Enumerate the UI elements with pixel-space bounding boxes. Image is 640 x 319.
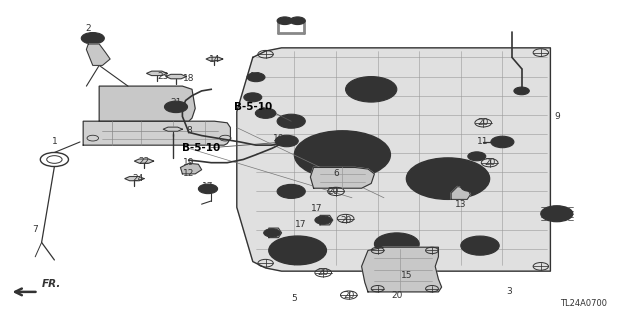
Text: 20: 20 — [391, 291, 403, 300]
Text: 17: 17 — [202, 182, 214, 191]
Text: 17: 17 — [311, 204, 323, 213]
Text: 20: 20 — [477, 118, 489, 127]
Text: 20: 20 — [327, 187, 339, 196]
Circle shape — [294, 131, 390, 179]
Polygon shape — [206, 57, 223, 61]
Text: 7: 7 — [33, 225, 38, 234]
Text: 16: 16 — [250, 72, 262, 81]
Circle shape — [278, 241, 317, 260]
Circle shape — [269, 236, 326, 265]
Text: 1: 1 — [52, 137, 57, 146]
Polygon shape — [451, 187, 470, 199]
Text: 12: 12 — [183, 169, 195, 178]
Circle shape — [277, 114, 305, 128]
Text: 16: 16 — [471, 152, 483, 161]
Text: B-5-10: B-5-10 — [182, 143, 221, 153]
Text: TL24A0700: TL24A0700 — [560, 299, 607, 308]
Circle shape — [461, 182, 480, 191]
Text: 14: 14 — [209, 55, 220, 63]
Text: 17: 17 — [295, 220, 307, 229]
Text: 20: 20 — [484, 158, 495, 167]
Circle shape — [514, 87, 529, 95]
Circle shape — [322, 145, 363, 165]
Circle shape — [247, 73, 265, 82]
Text: 23: 23 — [157, 72, 169, 81]
Circle shape — [198, 184, 218, 194]
Circle shape — [468, 152, 486, 161]
Circle shape — [468, 168, 486, 177]
Circle shape — [419, 164, 477, 193]
Text: 25: 25 — [260, 109, 271, 118]
Polygon shape — [166, 74, 186, 79]
Text: FR.: FR. — [42, 279, 61, 289]
Circle shape — [244, 93, 262, 102]
Polygon shape — [180, 163, 202, 174]
Text: 16: 16 — [247, 93, 259, 102]
Text: 22: 22 — [138, 157, 150, 166]
Circle shape — [461, 236, 499, 255]
Polygon shape — [125, 177, 144, 181]
Polygon shape — [310, 167, 374, 188]
Text: 20: 20 — [343, 291, 355, 300]
Circle shape — [288, 246, 307, 255]
Text: 10: 10 — [273, 134, 284, 143]
Text: 24: 24 — [132, 174, 143, 183]
Circle shape — [406, 158, 490, 199]
Text: 20: 20 — [340, 216, 351, 225]
Text: 18: 18 — [183, 74, 195, 83]
Circle shape — [346, 77, 397, 102]
Polygon shape — [99, 86, 195, 121]
Polygon shape — [147, 71, 167, 76]
Circle shape — [315, 216, 332, 224]
Circle shape — [307, 137, 378, 172]
Polygon shape — [320, 215, 333, 225]
Text: 15: 15 — [401, 271, 412, 280]
Circle shape — [432, 171, 464, 187]
Polygon shape — [86, 44, 110, 65]
Text: 2: 2 — [86, 24, 91, 33]
Polygon shape — [83, 121, 230, 145]
Circle shape — [541, 206, 573, 222]
Text: 5: 5 — [292, 294, 297, 303]
Text: 21: 21 — [170, 98, 182, 107]
Polygon shape — [269, 228, 282, 238]
Text: 6: 6 — [333, 169, 339, 178]
Circle shape — [277, 17, 292, 25]
Polygon shape — [237, 48, 550, 271]
Text: 8: 8 — [186, 126, 191, 135]
Circle shape — [355, 81, 387, 97]
Text: 19: 19 — [183, 158, 195, 167]
Polygon shape — [134, 159, 154, 163]
Circle shape — [81, 33, 104, 44]
Circle shape — [290, 17, 305, 25]
Text: 17: 17 — [465, 182, 476, 191]
Circle shape — [255, 108, 276, 118]
Text: 11: 11 — [477, 137, 489, 146]
Text: B-5-10: B-5-10 — [234, 102, 272, 112]
Text: 16: 16 — [471, 168, 483, 177]
Text: 3: 3 — [506, 287, 511, 296]
Circle shape — [491, 136, 514, 148]
Circle shape — [164, 101, 188, 113]
Circle shape — [275, 135, 298, 147]
Polygon shape — [163, 127, 182, 131]
Text: 13: 13 — [455, 200, 467, 209]
Text: 4: 4 — [292, 238, 297, 247]
Circle shape — [374, 233, 419, 255]
Circle shape — [277, 184, 305, 198]
Text: 20: 20 — [317, 268, 329, 277]
Polygon shape — [362, 247, 442, 292]
Text: 9: 9 — [554, 112, 559, 121]
Circle shape — [264, 229, 280, 237]
